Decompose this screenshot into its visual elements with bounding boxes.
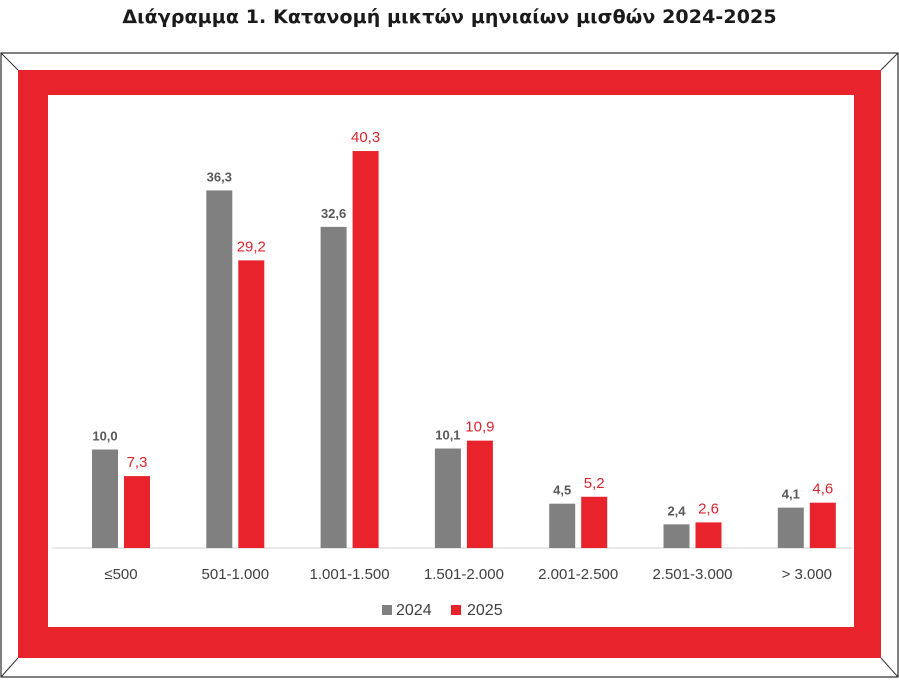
data-label-2024-3: 10,1 <box>435 428 460 443</box>
bar-2025-4 <box>581 496 608 548</box>
x-tick-label-3: 1.501-2.000 <box>424 566 504 583</box>
bar-2025-3 <box>466 440 493 548</box>
chart-title: Διάγραμμα 1. Κατανομή μικτών μηνιαίων μι… <box>122 6 777 28</box>
data-label-2025-1: 29,2 <box>237 238 266 255</box>
bar-2025-0 <box>124 476 150 548</box>
legend-swatch-2025 <box>451 605 461 615</box>
data-label-2025-5: 2,6 <box>698 500 719 517</box>
bar-2024-6 <box>777 507 804 548</box>
bars-group <box>92 151 836 549</box>
bar-2024-0 <box>92 449 118 548</box>
x-tick-label-5: 2.501-3.000 <box>652 566 732 583</box>
bar-2025-5 <box>695 522 722 548</box>
chart-svg: 10,0 7,3 36,3 29,2 32,6 40,3 10,1 10,9 4,5 5,2 2,4… <box>0 52 899 678</box>
data-label-2025-2: 40,3 <box>351 129 380 146</box>
bar-2024-3 <box>434 448 461 548</box>
data-label-2025-3: 10,9 <box>465 419 494 436</box>
data-label-2024-1: 36,3 <box>207 169 232 184</box>
x-tick-label-2: 1.001-1.500 <box>310 566 390 583</box>
data-label-2024-6: 4,1 <box>782 487 800 502</box>
frame-border <box>0 52 899 678</box>
bar-2024-4 <box>549 503 576 548</box>
data-label-2024-5: 2,4 <box>667 503 686 518</box>
x-tick-labels-group: ≤500 501-1.000 1.001-1.500 1.501-2.000 2.001… <box>104 566 832 583</box>
bevel-bl <box>0 657 19 678</box>
x-tick-label-1: 501-1.000 <box>202 566 270 583</box>
data-label-2025-4: 5,2 <box>584 475 605 492</box>
x-tick-label-0: ≤500 <box>104 566 137 583</box>
bar-2024-2 <box>320 226 347 548</box>
legend-swatch-2024 <box>382 605 392 615</box>
chart-frame: 10,0 7,3 36,3 29,2 32,6 40,3 10,1 10,9 4,5 5,2 2,4… <box>0 52 899 678</box>
data-label-2025-6: 4,6 <box>812 481 833 498</box>
bar-2025-6 <box>809 502 836 548</box>
data-label-2024-4: 4,5 <box>553 483 571 498</box>
bevel-tl <box>0 52 19 71</box>
legend: 2024 2025 <box>382 602 503 619</box>
bar-2024-1 <box>206 190 233 548</box>
data-label-2025-0: 7,3 <box>127 454 148 471</box>
data-label-2024-2: 32,6 <box>321 206 346 221</box>
value-labels-group: 10,0 7,3 36,3 29,2 32,6 40,3 10,1 10,9 4,5 5,2 2,4… <box>92 129 833 518</box>
x-tick-label-4: 2.001-2.500 <box>538 566 618 583</box>
bevel-tr <box>880 52 899 71</box>
bar-2024-5 <box>663 524 690 548</box>
legend-label-2025: 2025 <box>467 602 503 619</box>
bar-2025-2 <box>352 151 379 549</box>
bar-2025-1 <box>238 260 265 548</box>
legend-label-2024: 2024 <box>396 602 432 619</box>
x-tick-label-6: > 3.000 <box>782 566 832 583</box>
bevel-br <box>880 657 899 678</box>
data-label-2024-0: 10,0 <box>92 429 117 444</box>
